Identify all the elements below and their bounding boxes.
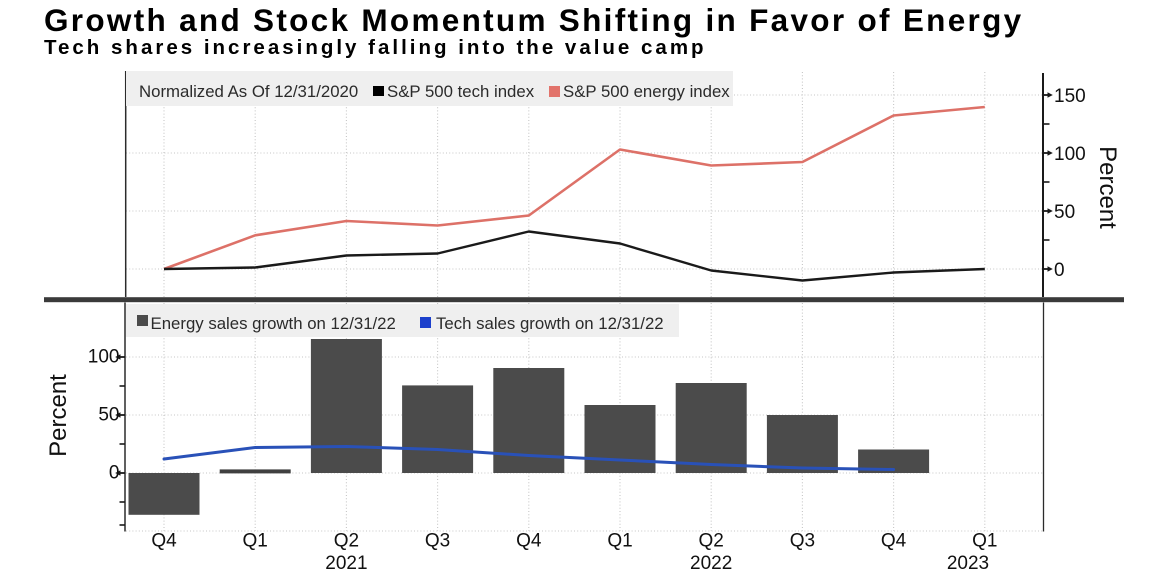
svg-text:Q4: Q4 (881, 531, 907, 552)
svg-text:Percent: Percent (1094, 146, 1121, 229)
svg-text:100: 100 (88, 347, 120, 368)
svg-text:Q2: Q2 (699, 531, 724, 552)
svg-text:50: 50 (1054, 202, 1075, 223)
svg-text:Q3: Q3 (425, 531, 450, 552)
svg-text:2023: 2023 (947, 553, 989, 574)
svg-text:Q3: Q3 (790, 531, 815, 552)
svg-text:Q4: Q4 (516, 531, 542, 552)
svg-text:150: 150 (1054, 86, 1086, 107)
svg-text:0: 0 (109, 463, 120, 484)
svg-text:Q4: Q4 (151, 531, 177, 552)
svg-text:2022: 2022 (690, 553, 732, 574)
svg-text:Percent: Percent (45, 374, 72, 457)
svg-text:50: 50 (98, 405, 119, 426)
svg-text:Q1: Q1 (243, 531, 268, 552)
svg-text:2021: 2021 (325, 553, 367, 574)
svg-text:100: 100 (1054, 144, 1086, 165)
svg-text:Q1: Q1 (972, 531, 997, 552)
svg-text:0: 0 (1054, 260, 1065, 281)
svg-text:Q2: Q2 (334, 531, 359, 552)
svg-text:Q1: Q1 (607, 531, 632, 552)
